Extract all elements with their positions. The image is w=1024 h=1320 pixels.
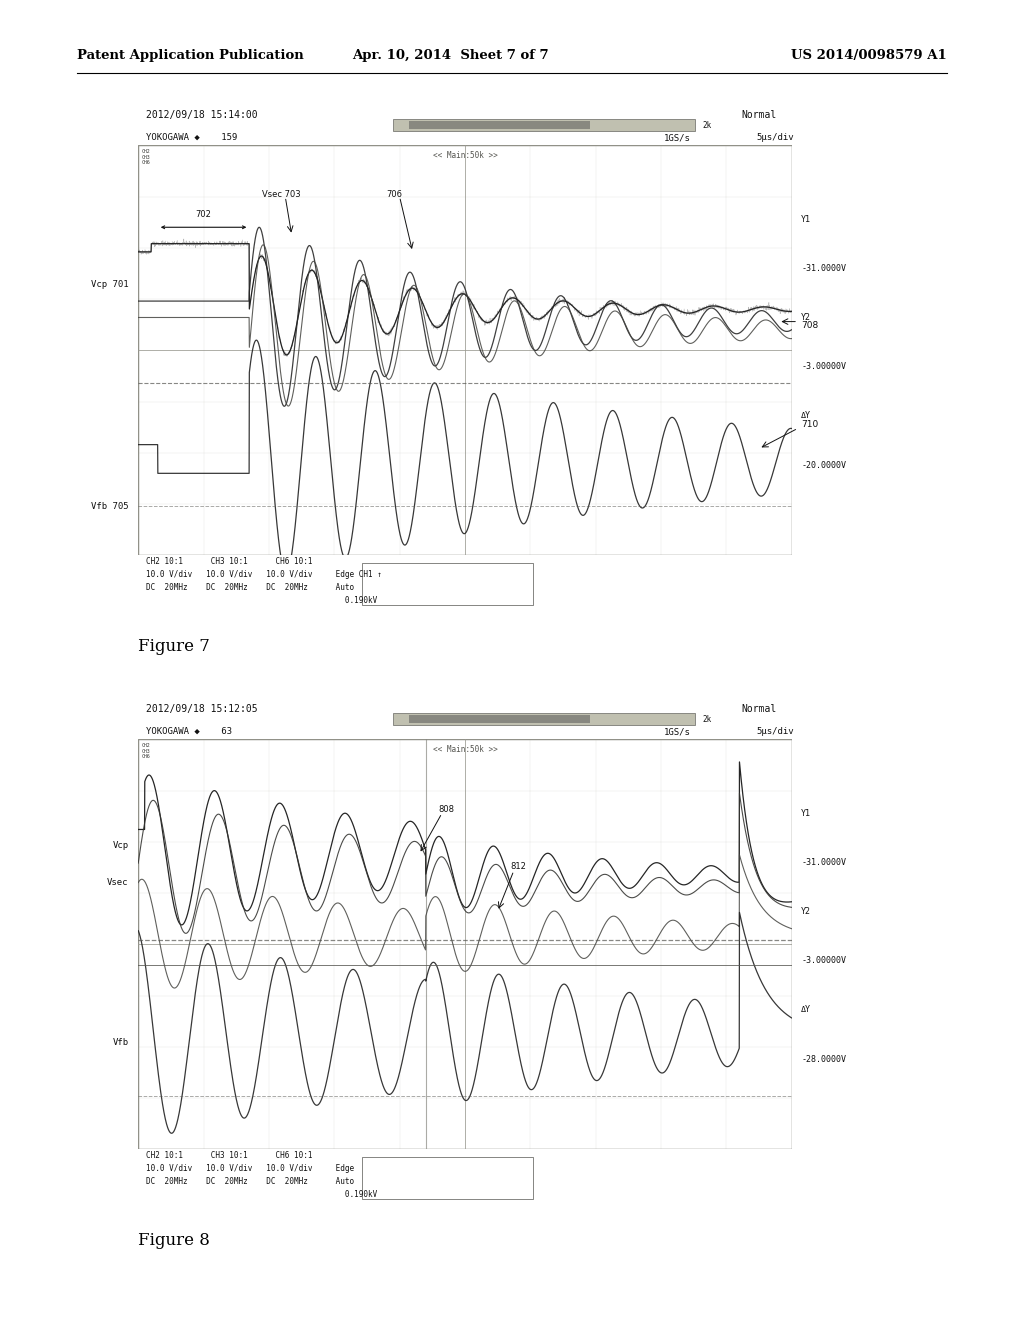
Text: US 2014/0098579 A1: US 2014/0098579 A1 [792, 49, 947, 62]
Text: -31.0000V: -31.0000V [801, 264, 846, 273]
Text: 2012/09/18 15:12:05: 2012/09/18 15:12:05 [146, 705, 258, 714]
Text: CH2
CH3
CH6: CH2 CH3 CH6 [141, 743, 151, 759]
Text: YOKOGAWA ◆    159: YOKOGAWA ◆ 159 [146, 133, 238, 143]
Text: CH2
CH3
CH6: CH2 CH3 CH6 [141, 149, 151, 165]
Text: Figure 7: Figure 7 [138, 638, 210, 655]
Text: 5μs/div: 5μs/div [757, 727, 795, 737]
Bar [393, 714, 695, 726]
Text: CH2 10:1      CH3 10:1      CH6 10:1
10.0 V/div   10.0 V/div   10.0 V/div     Ed: CH2 10:1 CH3 10:1 CH6 10:1 10.0 V/div 10… [146, 1151, 377, 1199]
Text: 708: 708 [802, 321, 818, 330]
Bar [362, 562, 532, 605]
Text: Normal: Normal [741, 111, 776, 120]
Text: 2k: 2k [702, 715, 712, 723]
Bar [409, 715, 590, 723]
Text: -3.00000V: -3.00000V [801, 956, 846, 965]
Text: Vfb: Vfb [113, 1039, 128, 1047]
Text: -3.00000V: -3.00000V [801, 362, 846, 371]
Text: Y2: Y2 [801, 907, 811, 916]
Text: ΔY: ΔY [801, 412, 811, 420]
Text: Vsec 703: Vsec 703 [262, 190, 301, 199]
Text: ΔY: ΔY [801, 1006, 811, 1014]
Text: 1GS/s: 1GS/s [664, 727, 691, 737]
Text: 702: 702 [196, 210, 212, 219]
Text: Y1: Y1 [801, 215, 811, 223]
Text: Figure 8: Figure 8 [138, 1232, 210, 1249]
Text: Y2: Y2 [801, 313, 811, 322]
Text: -31.0000V: -31.0000V [801, 858, 846, 867]
Text: Y1: Y1 [801, 809, 811, 817]
Bar [409, 121, 590, 129]
Text: Vfb 705: Vfb 705 [91, 502, 128, 511]
Text: Vcp: Vcp [113, 841, 128, 850]
Text: << Main:50k >>: << Main:50k >> [432, 152, 498, 161]
Text: Vcp 701: Vcp 701 [91, 280, 128, 289]
Text: YOKOGAWA ◆    63: YOKOGAWA ◆ 63 [146, 727, 232, 737]
Text: Normal: Normal [741, 705, 776, 714]
Text: 2k: 2k [702, 121, 712, 129]
Text: Vsec: Vsec [106, 878, 128, 887]
Text: -28.0000V: -28.0000V [801, 1055, 846, 1064]
Text: 808: 808 [438, 805, 455, 814]
Text: 5μs/div: 5μs/div [757, 133, 795, 143]
Text: 710: 710 [802, 420, 818, 429]
Text: Apr. 10, 2014  Sheet 7 of 7: Apr. 10, 2014 Sheet 7 of 7 [352, 49, 549, 62]
Text: << Main:50k >>: << Main:50k >> [432, 746, 498, 755]
Text: 706: 706 [386, 190, 402, 199]
Text: 1GS/s: 1GS/s [664, 133, 691, 143]
Bar [393, 120, 695, 132]
Text: 812: 812 [511, 862, 526, 871]
Text: Patent Application Publication: Patent Application Publication [77, 49, 303, 62]
Bar [362, 1156, 532, 1199]
Text: CH2 10:1      CH3 10:1      CH6 10:1
10.0 V/div   10.0 V/div   10.0 V/div     Ed: CH2 10:1 CH3 10:1 CH6 10:1 10.0 V/div 10… [146, 557, 382, 605]
Text: -20.0000V: -20.0000V [801, 461, 846, 470]
Text: 2012/09/18 15:14:00: 2012/09/18 15:14:00 [146, 111, 258, 120]
